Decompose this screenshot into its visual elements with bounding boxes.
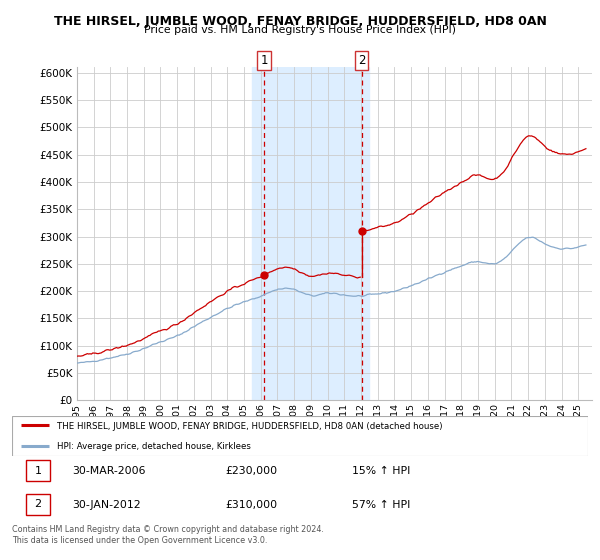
Text: Contains HM Land Registry data © Crown copyright and database right 2024.
This d: Contains HM Land Registry data © Crown c… [12, 525, 324, 545]
Text: 2: 2 [34, 499, 41, 509]
FancyBboxPatch shape [26, 494, 50, 515]
Text: 30-MAR-2006: 30-MAR-2006 [73, 466, 146, 477]
Text: 57% ↑ HPI: 57% ↑ HPI [352, 500, 410, 510]
Text: 15% ↑ HPI: 15% ↑ HPI [352, 466, 410, 477]
Bar [253, 67, 370, 400]
FancyBboxPatch shape [12, 416, 588, 456]
Text: 1: 1 [34, 466, 41, 476]
Text: £310,000: £310,000 [225, 500, 277, 510]
Text: THE HIRSEL, JUMBLE WOOD, FENAY BRIDGE, HUDDERSFIELD, HD8 0AN: THE HIRSEL, JUMBLE WOOD, FENAY BRIDGE, H… [53, 15, 547, 27]
FancyBboxPatch shape [26, 460, 50, 481]
Text: £230,000: £230,000 [225, 466, 277, 477]
Text: 1: 1 [260, 54, 268, 67]
Text: HPI: Average price, detached house, Kirklees: HPI: Average price, detached house, Kirk… [57, 442, 251, 451]
Text: 2: 2 [358, 54, 365, 67]
Text: THE HIRSEL, JUMBLE WOOD, FENAY BRIDGE, HUDDERSFIELD, HD8 0AN (detached house): THE HIRSEL, JUMBLE WOOD, FENAY BRIDGE, H… [57, 422, 442, 431]
Text: 30-JAN-2012: 30-JAN-2012 [73, 500, 141, 510]
Text: Price paid vs. HM Land Registry's House Price Index (HPI): Price paid vs. HM Land Registry's House … [144, 25, 456, 35]
